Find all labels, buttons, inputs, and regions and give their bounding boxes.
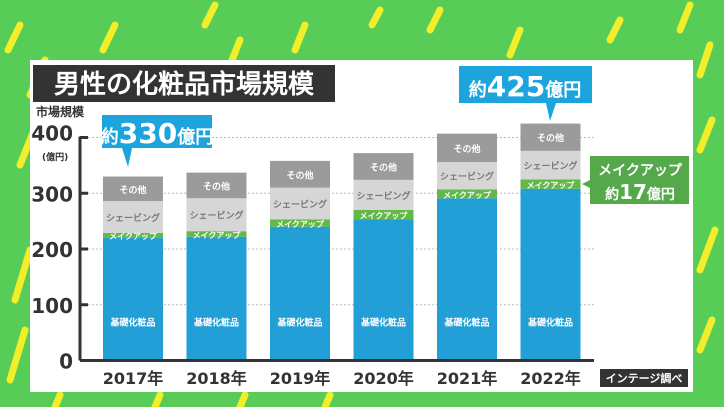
bar-segment-メイクアップ xyxy=(103,232,163,238)
stripe-decoration xyxy=(51,391,64,407)
segment-label: その他 xyxy=(286,169,313,181)
segment-label: 基礎化粧品 xyxy=(109,316,155,328)
x-tick-label: 2021年 xyxy=(437,369,498,388)
y-tick-label: 300 xyxy=(31,182,73,206)
bar-segment-その他 xyxy=(353,153,414,180)
bar-segment-メイクアップ xyxy=(437,189,497,199)
bar-segment-その他 xyxy=(437,133,497,163)
callout-makeup-2022 xyxy=(582,156,689,204)
segment-label: シェービング xyxy=(440,171,494,183)
y-tick-label: 200 xyxy=(31,238,73,262)
stripe-decoration xyxy=(321,391,334,407)
y-tick-label: 400 xyxy=(31,122,73,146)
callout-2022-total xyxy=(459,66,592,121)
segment-label: 基礎化粧品 xyxy=(527,316,573,328)
bar-segment-シェービング xyxy=(353,179,414,210)
bar-segment-その他 xyxy=(270,160,330,188)
callout-2017-text: 約330億円 xyxy=(101,117,213,150)
segment-label: メイクアップ xyxy=(109,231,158,241)
source-box xyxy=(600,369,688,387)
bar-segment-その他 xyxy=(520,123,581,151)
segment-label: その他 xyxy=(203,180,230,192)
callout-makeup-line2: 約17億円 xyxy=(605,180,675,204)
stripe-decoration xyxy=(236,391,249,407)
segment-label: メイクアップ xyxy=(443,190,492,200)
segment-label: その他 xyxy=(537,132,564,144)
stripe-decoration xyxy=(11,246,34,304)
stripe-decoration xyxy=(606,16,624,44)
source-note: インテージ調べ xyxy=(606,371,683,385)
x-tick-label: 2020年 xyxy=(353,369,414,388)
x-tick-label: 2018年 xyxy=(186,369,247,388)
callout-2022-text: 約425億円 xyxy=(469,70,581,103)
bar-segment-その他 xyxy=(103,176,163,202)
bar-segment-その他 xyxy=(186,172,247,199)
stripe-decoration xyxy=(426,6,444,34)
x-tick-label: 2017年 xyxy=(103,369,164,388)
segment-label: 基礎化粧品 xyxy=(276,316,322,328)
stripe-decoration xyxy=(506,26,524,59)
stripe-decoration xyxy=(696,116,716,154)
segment-label: 基礎化粧品 xyxy=(443,316,489,328)
segment-label: メイクアップ xyxy=(527,180,576,190)
y-tick-label: 100 xyxy=(31,294,73,318)
bar-segment-シェービング xyxy=(437,162,497,190)
bar-segment-基礎化粧品 xyxy=(270,226,330,361)
callout-2017-total xyxy=(102,115,212,167)
bar-segment-基礎化粧品 xyxy=(437,198,497,361)
stripe-decoration xyxy=(151,391,164,407)
bar-segment-基礎化粧品 xyxy=(353,219,414,361)
bar-segment-シェービング xyxy=(186,198,247,232)
stripe-decoration xyxy=(368,6,384,29)
segment-label: その他 xyxy=(119,184,146,196)
segment-label: シェービング xyxy=(273,199,327,211)
stripe-decoration xyxy=(4,21,24,54)
segment-label: その他 xyxy=(453,143,480,155)
segment-label: シェービング xyxy=(356,190,410,202)
bar-segment-メイクアップ xyxy=(270,219,330,227)
stripe-decoration xyxy=(676,1,694,34)
stripe-decoration xyxy=(696,226,719,274)
bar-segment-基礎化粧品 xyxy=(103,237,163,361)
bar-segment-基礎化粧品 xyxy=(520,188,581,361)
stripe-decoration xyxy=(201,1,219,29)
bar-segment-シェービング xyxy=(520,150,581,180)
stripe-decoration xyxy=(696,316,716,354)
segment-label: メイクアップ xyxy=(193,230,242,240)
bar-segment-メイクアップ xyxy=(353,209,414,220)
stripe-decoration xyxy=(291,21,309,54)
segment-label: シェービング xyxy=(189,210,243,222)
x-tick-label: 2022年 xyxy=(520,369,581,388)
stripe-decoration xyxy=(696,41,714,79)
y-tick-label: 0 xyxy=(59,350,73,374)
segment-label: 基礎化粧品 xyxy=(360,316,406,328)
y-axis-label: 市場規模 xyxy=(36,104,85,119)
bar-segment-基礎化粧品 xyxy=(186,236,247,361)
x-tick-label: 2019年 xyxy=(270,369,331,388)
chart-title: 男性の化粧品市場規模 xyxy=(54,69,315,100)
segment-label: 基礎化粧品 xyxy=(193,316,239,328)
segment-label: メイクアップ xyxy=(360,211,409,221)
segment-label: その他 xyxy=(370,161,397,173)
y-axis-unit: (億円) xyxy=(42,151,68,163)
stripe-decoration xyxy=(6,326,29,384)
bar-segment-シェービング xyxy=(103,201,163,233)
bar-segment-メイクアップ xyxy=(186,231,247,237)
title-box xyxy=(33,65,335,102)
segment-label: メイクアップ xyxy=(276,219,325,229)
segment-label: シェービング xyxy=(523,160,577,172)
bar-segment-シェービング xyxy=(270,187,330,220)
callout-makeup-line1: メイクアップ xyxy=(598,163,683,179)
bar-segment-メイクアップ xyxy=(520,179,581,189)
segment-label: シェービング xyxy=(106,212,160,224)
stripe-decoration xyxy=(99,21,119,54)
